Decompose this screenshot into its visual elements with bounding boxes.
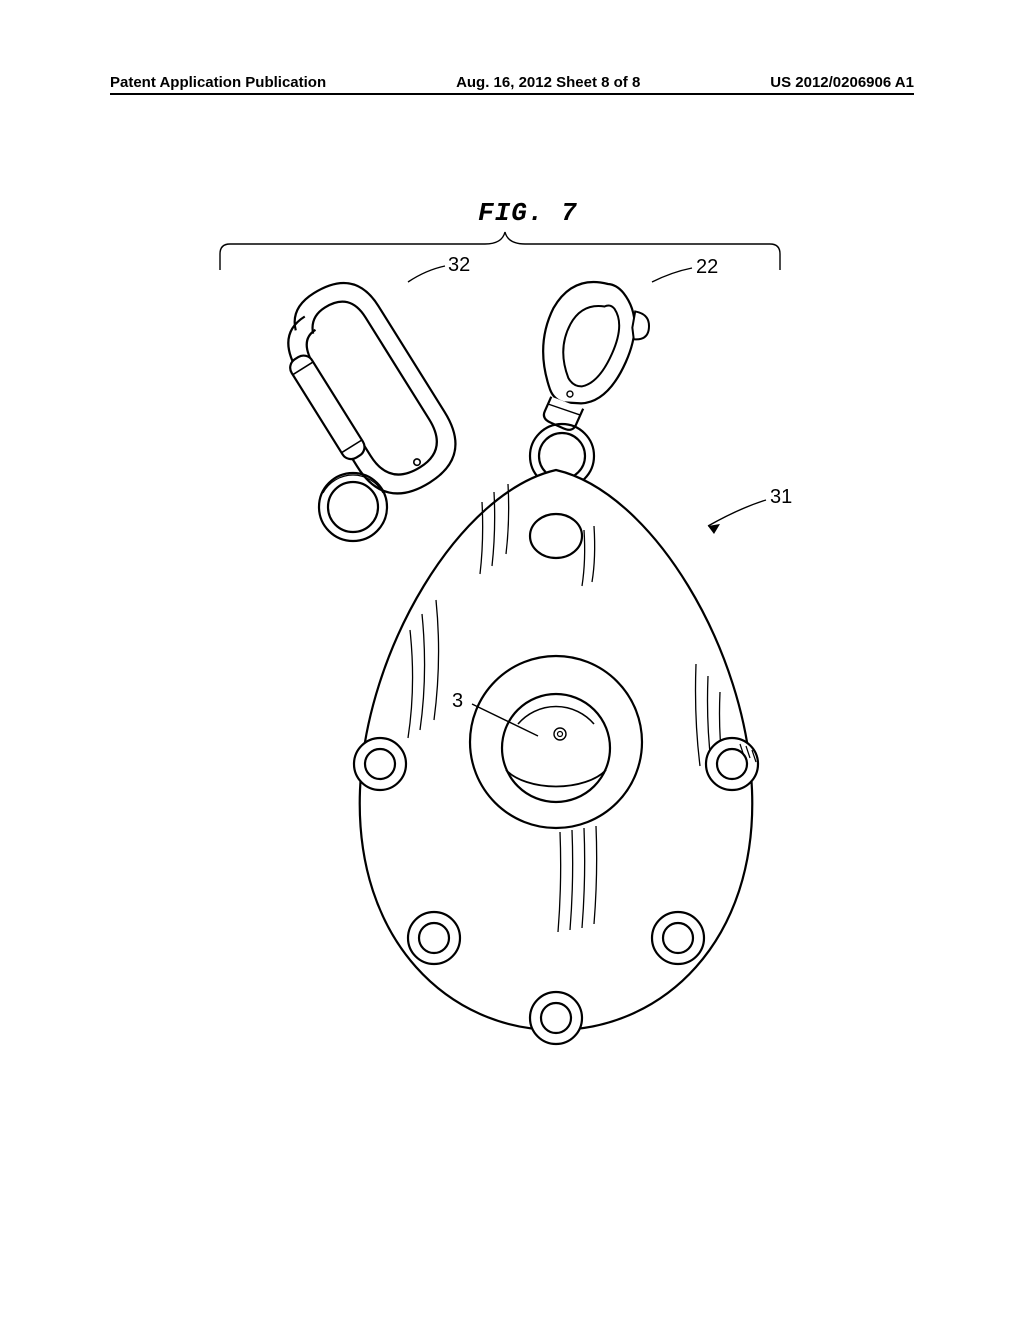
header-right: US 2012/0206906 A1	[770, 74, 914, 91]
header-center: Aug. 16, 2012 Sheet 8 of 8	[456, 74, 640, 91]
ref-31: 31	[770, 486, 792, 509]
page-header: Patent Application Publication Aug. 16, …	[110, 74, 914, 95]
figure-label: FIG. 7	[478, 198, 578, 228]
ref-3: 3	[452, 690, 463, 713]
patent-drawing: 32 22 31 3	[210, 230, 800, 1050]
header-left: Patent Application Publication	[110, 74, 326, 91]
lobster-clasp-icon	[510, 267, 660, 444]
carabiner-ring-icon	[319, 473, 387, 541]
ref-22: 22	[696, 256, 718, 279]
patent-page: Patent Application Publication Aug. 16, …	[0, 0, 1024, 1320]
ref-32: 32	[448, 254, 470, 277]
egg-body-icon	[354, 470, 758, 1044]
